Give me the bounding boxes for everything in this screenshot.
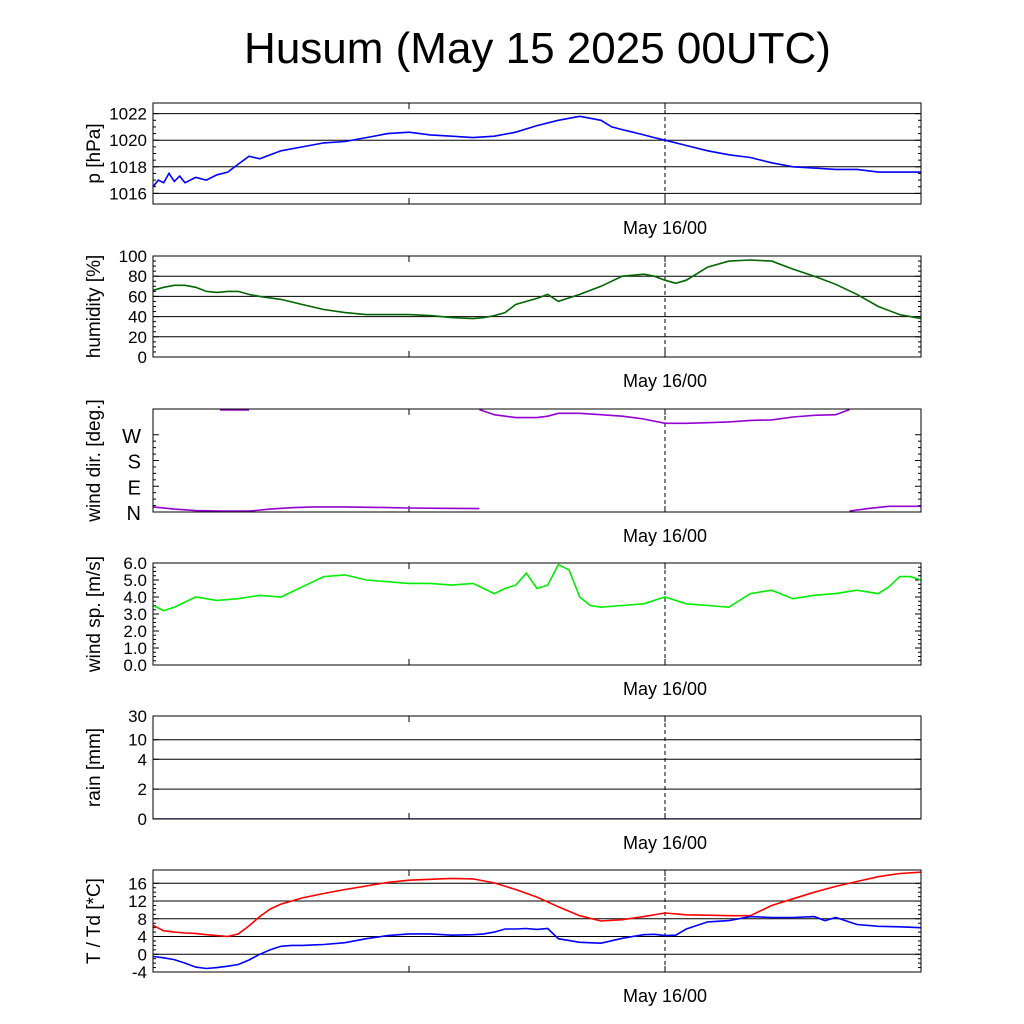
- x-axis-label: May 16/00: [623, 679, 707, 699]
- y-tick-label: 20: [128, 328, 147, 347]
- y-tick-label: 4: [138, 750, 147, 769]
- series-line-temperature: [153, 871, 921, 938]
- y-tick-label: 6.0: [123, 554, 147, 573]
- series-line-wind_dir: [849, 505, 921, 512]
- y-tick-label: 8: [138, 910, 147, 929]
- panel-rain: 0 2 410 30 May 16/00 rain [mm]: [84, 707, 922, 853]
- y-tick-label: E: [128, 477, 141, 499]
- plot-frame: [152, 255, 922, 358]
- y-tick-label: 80: [128, 267, 147, 286]
- y-tick-label: 0: [138, 348, 147, 367]
- y-tick-label: 100: [119, 247, 147, 266]
- y-tick-label: 30: [128, 707, 147, 726]
- y-tick-label: 0: [138, 810, 147, 829]
- panel-wind-speed: 0.01.02.03.04.05.06.0 May 16/00 wind sp. […: [84, 554, 922, 699]
- plot-frame: [152, 562, 922, 666]
- y-tick-label: 12: [128, 892, 147, 911]
- y-tick-label: N: [127, 503, 141, 525]
- y-axis-label: p [hPa]: [84, 123, 105, 183]
- plot-frame: [152, 408, 922, 513]
- y-tick-label: 3.0: [123, 605, 147, 624]
- y-tick-label: 16: [128, 874, 147, 893]
- y-axis-label: wind dir. [deg.]: [84, 399, 105, 523]
- series-line-wind_dir: [153, 506, 480, 512]
- series-line-humidity: [153, 259, 921, 320]
- y-tick-label: 1020: [109, 131, 147, 150]
- y-tick-label: 5.0: [123, 571, 147, 590]
- y-tick-label: 1022: [109, 105, 147, 124]
- plot-frame: [152, 715, 922, 820]
- y-tick-label: 40: [128, 308, 147, 327]
- chart-title: Husum (May 15 2025 00UTC): [244, 24, 831, 73]
- x-axis-label: May 16/00: [623, 986, 707, 1006]
- y-tick-label: 0: [138, 945, 147, 964]
- y-tick-label: 2.0: [123, 622, 147, 641]
- y-tick-label: 1.0: [123, 639, 147, 658]
- x-axis-label: May 16/00: [623, 371, 707, 391]
- series-line-pressure: [153, 115, 921, 188]
- plot-frame: [152, 869, 922, 973]
- panel-pressure: 1016 1018 1020 1022 May 16/00 p [hPa]: [84, 102, 922, 238]
- y-tick-label: S: [128, 452, 141, 474]
- x-axis-label: May 16/00: [623, 218, 707, 238]
- y-axis-label: wind sp. [m/s]: [84, 556, 105, 673]
- y-tick-label: 1018: [109, 158, 147, 177]
- series-line-dewpoint: [153, 915, 921, 970]
- y-tick-label: 4.0: [123, 588, 147, 607]
- y-axis-label: T / Td [*C]: [84, 878, 105, 964]
- y-axis-label: rain [mm]: [84, 728, 105, 807]
- y-tick-label: -4: [132, 963, 147, 982]
- x-axis-label: May 16/00: [623, 526, 707, 546]
- series-line-wind_speed: [153, 563, 921, 612]
- y-tick-label: 1016: [109, 184, 147, 203]
- x-axis-label: May 16/00: [623, 833, 707, 853]
- series-line-wind_dir: [479, 409, 850, 425]
- y-tick-label: 2: [138, 780, 147, 799]
- y-tick-label: 10: [128, 731, 147, 750]
- y-tick-label: W: [122, 426, 141, 448]
- y-tick-label: 4: [138, 928, 147, 947]
- y-axis-label: humidity [%]: [84, 255, 105, 358]
- plot-frame: [152, 102, 922, 205]
- y-tick-label: 0.0: [123, 656, 147, 675]
- y-tick-label: 60: [128, 287, 147, 306]
